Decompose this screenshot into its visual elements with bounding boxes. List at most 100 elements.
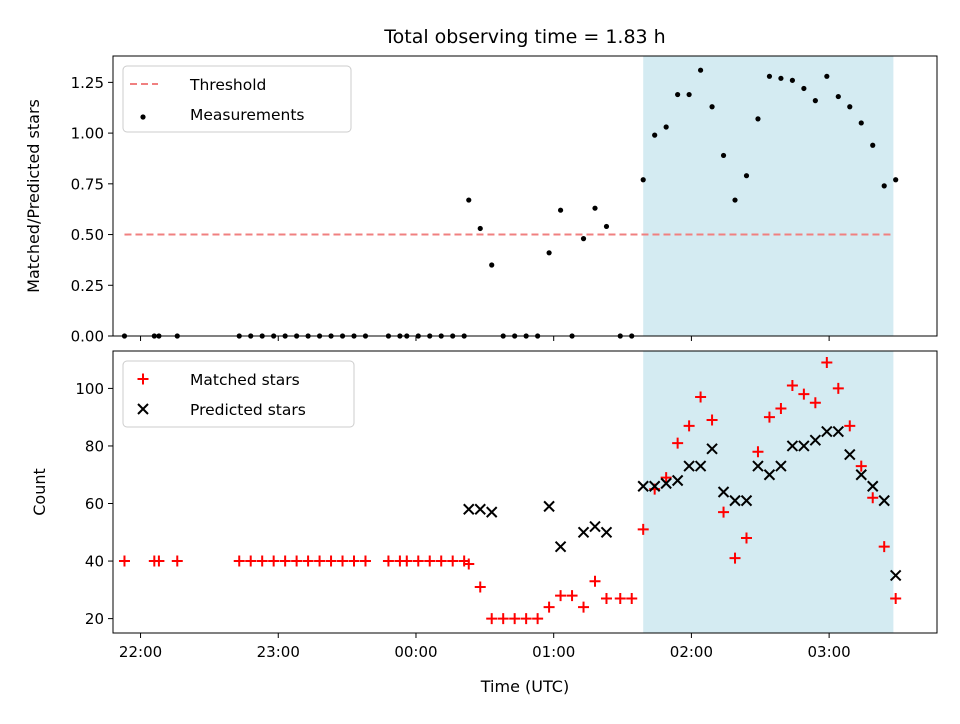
matched-star-point: [798, 388, 810, 400]
y-tick-label: 20: [85, 610, 104, 628]
matched-star-point: [637, 523, 649, 535]
measurement-point: [812, 98, 818, 104]
matched-star-point: [359, 555, 371, 567]
y-tick-label: 80: [85, 437, 104, 455]
measurement-point: [870, 142, 876, 148]
y-tick-label: 60: [85, 495, 104, 513]
predicted-star-point: [775, 460, 787, 472]
measurement-point: [709, 104, 715, 110]
predicted-star-point: [844, 448, 856, 461]
matched-star-point: [337, 555, 349, 567]
matched-star-point: [532, 613, 544, 625]
matched-star-point: [486, 613, 498, 625]
legend-matched-handle: [137, 373, 149, 385]
matched-star-point: [424, 555, 436, 567]
legend-label: Threshold: [189, 76, 266, 94]
predicted-star-point: [648, 480, 661, 492]
axes-frame: [112, 55, 938, 337]
matched-star-point: [775, 403, 787, 415]
bottom-legend: Matched stars Predicted stars: [122, 360, 355, 428]
matched-star-point: [740, 532, 752, 544]
x-tick-label: 22:00: [119, 643, 162, 661]
predicted-star-point: [821, 425, 833, 438]
measurement-point: [592, 205, 598, 211]
measurement-point: [697, 67, 704, 73]
predicted-star-point: [683, 460, 695, 472]
matched-star-point: [543, 601, 555, 613]
measurement-point: [835, 93, 841, 100]
matched-star-point: [256, 555, 268, 567]
matched-star-point: [890, 592, 902, 604]
bottom-marks: [118, 357, 902, 625]
predicted-star-point: [543, 500, 555, 513]
measurement-point: [686, 91, 692, 98]
predicted-star-point: [637, 480, 649, 492]
matched-star-point: [520, 613, 532, 625]
measurement-point: [893, 177, 899, 183]
y-tick-label: 40: [85, 553, 104, 571]
measurement-point: [743, 173, 750, 179]
matched-star-point: [844, 420, 856, 432]
predicted-star-point: [577, 526, 590, 538]
matched-star-point: [867, 492, 879, 504]
y-tick-label: 0.50: [71, 226, 104, 244]
measurement-point: [801, 85, 807, 92]
matched-star-point: [672, 437, 684, 449]
measurement-point: [557, 207, 564, 213]
predicted-star-point: [589, 520, 601, 533]
matched-star-point: [245, 555, 257, 567]
y-tick-label: 0.25: [71, 277, 104, 295]
top-axes: 0.00 0.25 0.50 0.75 1.00 1.25 Matched/Predicte…: [24, 55, 938, 346]
measurement-point: [603, 223, 610, 230]
measurement-point: [789, 77, 795, 83]
matched-star-point: [878, 541, 890, 553]
measurement-point: [847, 104, 853, 110]
y-tick-label: 100: [75, 380, 104, 398]
matched-star-point: [695, 391, 707, 403]
measurement-point: [546, 250, 552, 256]
measurement-point: [881, 183, 887, 189]
y-axis-label: Count: [30, 468, 49, 516]
legend-label: Predicted stars: [190, 401, 306, 419]
series-predicted-stars: [463, 425, 902, 582]
predicted-star-point: [786, 440, 799, 452]
predicted-star-point: [474, 503, 486, 515]
matched-star-point: [786, 380, 798, 392]
measurement-point: [766, 73, 773, 79]
matched-star-point: [314, 555, 326, 567]
matched-star-point: [566, 590, 578, 602]
observing-span-top: [643, 56, 894, 336]
matched-star-point: [447, 555, 459, 567]
matched-star-point: [474, 581, 486, 593]
measurement-point: [663, 124, 669, 130]
predicted-star-point: [671, 474, 684, 487]
y-tick-label: 1.00: [71, 125, 104, 143]
matched-star-point: [279, 555, 291, 567]
predicted-star-point: [706, 443, 718, 455]
matched-star-point: [855, 460, 867, 472]
legend-box: [122, 360, 355, 428]
measurement-point: [489, 262, 495, 268]
matched-star-point: [291, 555, 303, 567]
matched-star-point: [233, 555, 245, 567]
chart-title: Total observing time = 1.83 h: [383, 26, 665, 48]
matched-star-point: [706, 414, 718, 426]
measurement-point: [824, 73, 830, 79]
matched-star-point: [153, 555, 165, 567]
predicted-star-point: [832, 425, 845, 438]
measurement-point: [675, 91, 681, 98]
matched-star-point: [302, 555, 314, 567]
predicted-star-point: [717, 486, 730, 498]
observing-span-bottom: [643, 351, 894, 633]
predicted-star-point: [798, 440, 810, 452]
bottom-panel: 20 40 60 80 100 22:00 23:00 00:00 01:00 02:00 03:0…: [30, 350, 938, 696]
legend-label: Matched stars: [190, 371, 300, 389]
predicted-star-point: [554, 540, 567, 553]
x-tick-label: 00:00: [394, 643, 437, 661]
matched-star-point: [660, 472, 672, 484]
matched-star-point: [600, 592, 612, 604]
x-tick-label: 02:00: [670, 643, 713, 661]
measurement-point: [466, 197, 472, 203]
measurement-point: [477, 225, 483, 232]
